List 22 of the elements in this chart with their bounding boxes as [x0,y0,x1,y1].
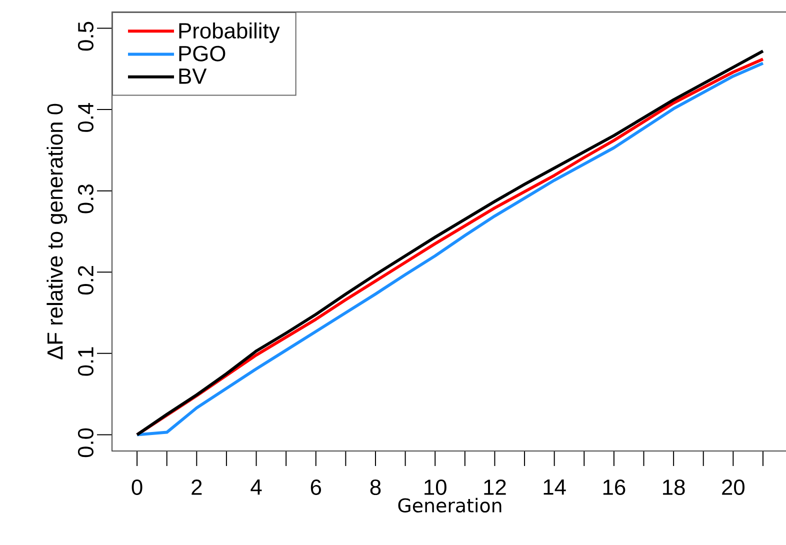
x-tick-label: 12 [484,479,506,495]
x-tick-label: 10 [424,479,446,496]
legend-label: BV [179,68,207,84]
y-tick-label: 0.0 [78,428,94,458]
x-tick-label: 14 [544,480,566,495]
y-tick-label: 0.2 [78,266,94,295]
legend-label: PGO [179,46,226,62]
legend-label: Probability [179,22,280,43]
x-tick-label: 2 [192,479,202,495]
x-tick-label: 8 [370,479,381,496]
x-tick-label: 6 [310,479,322,496]
x-tick-label: 4 [250,480,262,495]
x-tick-label: 0 [132,479,142,496]
y-tick-label: 0.4 [78,102,94,132]
x-tick-label: 20 [722,479,744,496]
x-tick-label: 16 [603,479,626,496]
y-tick-label: 0.3 [78,184,94,214]
x-axis-title: Generation [398,498,502,513]
y-tick-label: 0.1 [78,347,94,376]
x-tick-label: 18 [663,479,685,496]
y-tick-label: 0.5 [78,22,94,51]
y-axis-title: ΔF relative to generation 0 [46,104,68,360]
